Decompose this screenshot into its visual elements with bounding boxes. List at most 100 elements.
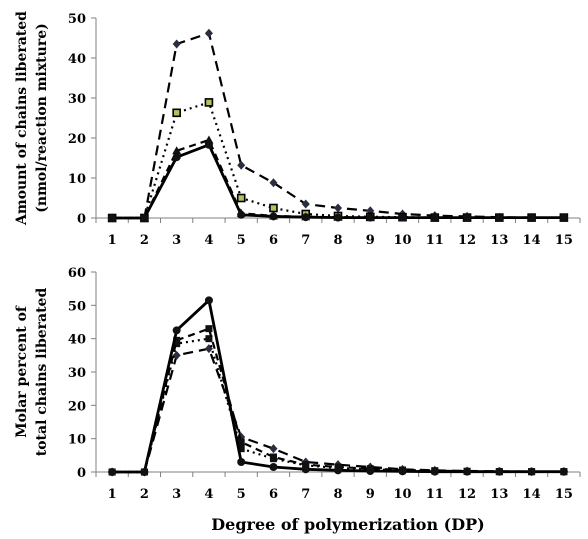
data-point-s4-3	[172, 153, 181, 162]
y-tick-label: 0	[77, 466, 86, 481]
series-line-4	[112, 298, 564, 474]
data-point-s4-12	[463, 467, 472, 476]
data-point-s4-5	[237, 210, 246, 219]
data-point-s4-12	[463, 213, 472, 222]
data-point-s4-1	[108, 214, 117, 222]
data-point-s4-14	[527, 467, 536, 476]
data-point-s4-8	[334, 466, 342, 475]
data-point-s4-10	[398, 467, 407, 476]
x-tick-label: 11	[426, 233, 444, 248]
series-line-2	[112, 101, 564, 220]
x-tick-label: 1	[108, 233, 117, 248]
x-tick-label: 5	[237, 233, 246, 248]
y-tick-label: 40	[68, 52, 86, 67]
y-tick-label: 20	[68, 399, 86, 414]
y-tick-label: 50	[68, 12, 86, 27]
y-tick-label: 30	[68, 92, 86, 107]
data-point-s4-4	[204, 296, 213, 305]
series-line-1	[112, 347, 564, 474]
x-tick-label: 10	[393, 233, 411, 248]
data-point-s2-5	[237, 445, 245, 453]
x-tick-label: 14	[523, 487, 541, 502]
x-tick-label: 6	[269, 487, 278, 502]
y-axis-label: Molar percent of	[14, 305, 30, 438]
x-tick-label: 7	[301, 487, 310, 502]
data-point-s4-6	[269, 463, 278, 471]
data-point-s4-13	[495, 213, 504, 222]
data-point-s4-13	[495, 467, 504, 476]
x-tick-label: 3	[172, 487, 181, 502]
data-point-s4-2	[140, 214, 149, 222]
data-point-s4-6	[269, 212, 278, 221]
x-tick-label: 13	[490, 233, 508, 248]
x-tick-label: 14	[523, 233, 541, 248]
data-point-s4-9	[366, 213, 375, 222]
x-tick-label: 3	[172, 233, 181, 248]
x-tick-label: 7	[301, 233, 310, 248]
x-tick-label: 2	[140, 233, 149, 248]
y-tick-label: 30	[68, 366, 86, 381]
data-point-s4-1	[108, 468, 117, 476]
x-tick-label: 9	[366, 233, 375, 248]
data-point-s1-3	[172, 350, 181, 360]
x-tick-label: 15	[555, 233, 573, 248]
data-point-s3-4	[205, 325, 213, 333]
data-point-s4-3	[172, 326, 181, 335]
data-point-s4-7	[301, 213, 310, 222]
data-point-s4-14	[527, 213, 536, 222]
series-line-2	[112, 337, 564, 474]
x-tick-label: 13	[490, 487, 508, 502]
x-tick-label: 4	[204, 487, 213, 502]
data-point-s1-8	[334, 203, 342, 213]
x-tick-label: 8	[333, 487, 342, 502]
data-point-s2-4	[205, 335, 213, 343]
y-tick-label: 0	[77, 212, 86, 227]
series-line-3	[112, 327, 564, 474]
data-point-s4-10	[398, 213, 407, 222]
data-point-s4-15	[559, 213, 568, 222]
x-tick-label: 2	[140, 487, 149, 502]
x-tick-label: 8	[333, 233, 342, 248]
y-axis-label: Amount of chains liberated	[14, 11, 30, 226]
data-point-s4-2	[140, 468, 149, 476]
series-line-1	[112, 32, 564, 220]
data-point-s3-3	[173, 336, 181, 344]
data-point-s3-7	[302, 461, 310, 469]
data-point-s4-11	[430, 213, 439, 222]
y-tick-label: 50	[68, 299, 86, 314]
x-tick-label: 9	[366, 487, 375, 502]
data-point-s1-4	[204, 28, 213, 38]
data-point-s2-5	[236, 193, 246, 203]
data-point-s4-8	[334, 213, 342, 222]
x-axis-label: Degree of polymerization (DP)	[211, 515, 484, 534]
data-point-s3-5	[237, 438, 245, 446]
x-tick-label: 15	[555, 487, 573, 502]
data-point-s4-9	[366, 467, 375, 475]
x-tick-label: 6	[269, 233, 278, 248]
data-point-s4-5	[237, 458, 246, 466]
data-point-s4-15	[559, 467, 568, 476]
data-point-s4-4	[204, 140, 213, 149]
data-point-s4-7	[301, 465, 310, 474]
x-tick-label: 11	[426, 487, 444, 502]
x-tick-label: 10	[393, 487, 411, 502]
data-point-s2-6	[269, 203, 278, 213]
y-tick-label: 40	[68, 333, 86, 348]
y-axis-label-line2: (nmol/reaction mixture)	[34, 23, 50, 212]
y-tick-label: 10	[68, 172, 86, 187]
data-point-s3-6	[269, 453, 277, 461]
data-point-s2-4	[204, 98, 214, 107]
y-tick-label: 10	[68, 433, 86, 448]
x-tick-label: 12	[458, 487, 476, 502]
y-tick-label: 20	[68, 132, 86, 147]
x-tick-label: 5	[237, 487, 246, 502]
x-tick-label: 4	[204, 233, 213, 248]
x-tick-label: 12	[458, 233, 476, 248]
y-tick-label: 60	[68, 266, 86, 281]
data-point-s4-11	[430, 467, 439, 476]
y-axis-label-line2: total chains liberated	[34, 288, 50, 457]
data-point-s1-5	[237, 160, 246, 170]
